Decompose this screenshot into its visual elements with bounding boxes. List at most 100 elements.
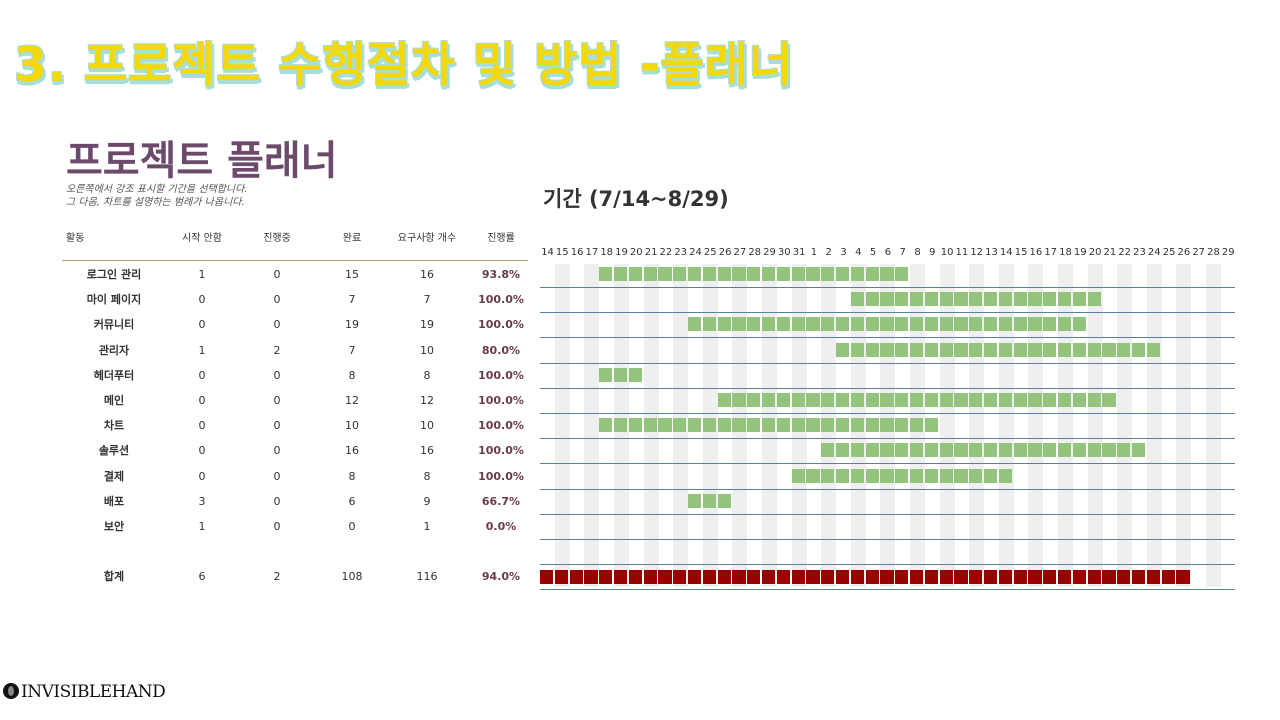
gantt-bar-cell	[717, 317, 731, 332]
gantt-bar-cell	[1013, 393, 1027, 407]
gantt-bar-cell	[717, 393, 731, 407]
total-bar-cell	[806, 570, 820, 584]
header-req-count: 요구사항 개수	[397, 233, 457, 244]
header-activity: 활동	[66, 233, 85, 244]
gantt-bar-cell	[1072, 443, 1087, 458]
gantt-bar-cell	[836, 468, 850, 483]
cell-not-started: 0	[198, 394, 206, 407]
gantt-bar-cell	[1013, 342, 1027, 357]
total-bar-cell	[1043, 570, 1057, 584]
instructions: 오른쪽에서 강조 표시할 기간을 선택합니다. 그 다음, 차트를 설명하는 범…	[66, 183, 248, 209]
gantt-bar-cell	[1146, 342, 1161, 357]
cell-in-progress: 0	[273, 394, 281, 407]
gantt-bar-cell	[1028, 317, 1042, 332]
gantt-bar-cell	[821, 393, 835, 407]
cell-not-started: 1	[198, 520, 206, 533]
gantt-bar-cell	[969, 393, 983, 407]
total-bar-cell	[1028, 570, 1042, 584]
day-label: 24	[689, 247, 702, 258]
cell-not-started: 1	[198, 343, 206, 357]
total-bar-cell	[924, 570, 939, 584]
footer-logo: INVISIBLEHAND	[3, 682, 166, 702]
total-bar-cell	[732, 570, 746, 584]
total-bar-cell	[658, 570, 672, 584]
gantt-bar-cell	[969, 443, 983, 458]
gantt-bar-cell	[850, 292, 865, 307]
gantt-bar-cell	[1102, 443, 1116, 458]
header-divider	[62, 260, 528, 261]
cell-pct: 66.7%	[481, 494, 521, 508]
cell-done: 6	[348, 494, 356, 508]
gantt-bar-cell	[821, 418, 835, 433]
cell-in-progress: 2	[273, 343, 281, 357]
cell-name: 커뮤니티	[93, 318, 135, 332]
cell-done: 15	[345, 268, 359, 281]
gantt-bar-cell	[702, 267, 717, 281]
gantt-bar-cell	[850, 267, 865, 281]
instruction-line-1: 오른쪽에서 강조 표시할 기간을 선택합니다.	[66, 184, 248, 195]
header-in-progress: 진행중	[263, 233, 291, 244]
header-not-started: 시작 안함	[182, 233, 222, 244]
gantt-bar-cell	[717, 267, 731, 281]
cell-not-started: 0	[198, 419, 206, 433]
total-bar-cell	[895, 570, 909, 584]
day-label: 20	[629, 247, 643, 258]
day-label: 28	[1207, 247, 1220, 258]
day-label: 19	[1073, 247, 1087, 258]
day-label: 5	[869, 247, 877, 258]
day-label: 17	[585, 247, 599, 258]
gantt-bar-cell	[776, 267, 791, 281]
gantt-bar-cell	[1043, 393, 1057, 407]
cell-not-started: 0	[198, 368, 206, 382]
gantt-bar-cell	[880, 342, 894, 357]
gantt-bar-cell	[984, 468, 998, 483]
table-row: 관리자 1 2 7 10 80.0%	[62, 338, 528, 363]
gantt-bar-cell	[998, 317, 1013, 332]
day-label: 25	[703, 247, 717, 258]
gantt-bar-cell	[939, 292, 953, 307]
gantt-bar-cell	[806, 468, 820, 483]
day-label: 9	[929, 247, 936, 258]
day-label: 22	[1118, 247, 1132, 258]
total-bar-cell	[762, 570, 776, 584]
gantt-bar-cell	[865, 267, 879, 281]
gantt-bar-cell	[924, 317, 939, 332]
gantt-bar-cell	[984, 317, 998, 332]
gantt-bar-cell	[806, 418, 820, 433]
grid-line	[540, 488, 1235, 490]
gantt-bar-cell	[1087, 292, 1101, 307]
day-label: 24	[1147, 247, 1161, 258]
grid-line	[540, 438, 1235, 440]
total-bar-cell	[969, 570, 983, 584]
gantt-bar-cell	[673, 418, 687, 433]
instruction-line-2: 그 다음, 차트를 설명하는 범례가 나옵니다.	[66, 197, 245, 208]
gantt-bar-cell	[702, 317, 717, 332]
gantt-bar-cell	[836, 342, 850, 357]
gantt-bar-cell	[895, 418, 909, 433]
gantt-bar-cell	[939, 393, 953, 407]
grid-line	[540, 564, 1235, 566]
cell-pct: 80.0%	[481, 343, 521, 357]
day-label: 25	[1162, 247, 1176, 258]
day-label: 20	[1088, 247, 1102, 258]
gantt-bar-cell	[791, 317, 805, 332]
total-bar-cell	[717, 570, 731, 584]
cell-not-started: 1	[198, 268, 206, 281]
cell-req: 7	[423, 293, 431, 307]
cell-name: 차트	[103, 419, 125, 433]
cell-in-progress: 0	[273, 318, 281, 332]
gantt-bar-cell	[791, 267, 805, 281]
cell-in-progress: 2	[273, 570, 281, 583]
gantt-bar-cell	[969, 292, 983, 307]
gantt-bar-cell	[702, 493, 717, 508]
cell-done: 16	[345, 444, 359, 458]
day-label: 27	[1192, 247, 1206, 258]
gantt-bar-cell	[776, 317, 791, 332]
gantt-bar-cell	[614, 267, 628, 281]
cell-pct: 100.0%	[478, 444, 524, 458]
gantt-bar-cell	[850, 468, 865, 483]
day-label: 13	[985, 247, 998, 258]
total-bar-cell	[776, 570, 791, 584]
cell-req: 10	[420, 343, 434, 357]
day-label: 23	[674, 247, 688, 258]
